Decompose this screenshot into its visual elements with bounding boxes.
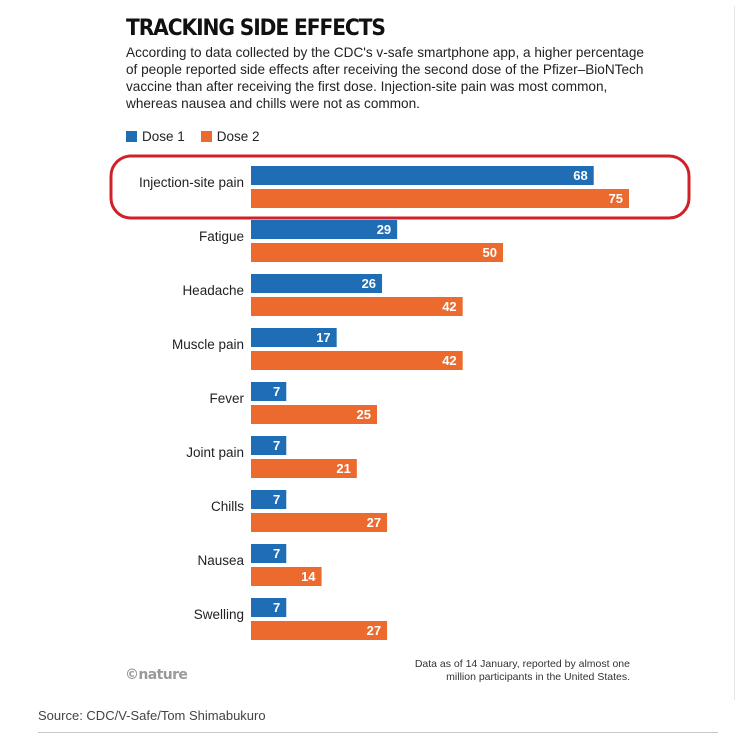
value-label-injection-site-pain-dose-1: 68 — [573, 168, 587, 183]
bar-muscle-pain-dose-2 — [251, 351, 463, 370]
bar-headache-dose-1 — [251, 274, 383, 293]
category-label-swelling: Swelling — [194, 607, 244, 622]
category-label-fatigue: Fatigue — [199, 229, 244, 244]
legend: Dose 1 Dose 2 — [126, 129, 260, 144]
legend-item-dose-1: Dose 1 — [126, 129, 185, 144]
bar-muscle-pain-dose-1 — [251, 328, 337, 347]
value-label-swelling-dose-1: 7 — [273, 600, 280, 615]
category-label-fever: Fever — [209, 391, 244, 406]
legend-swatch-dose-2 — [200, 131, 212, 142]
bar-fatigue-dose-2 — [251, 243, 503, 262]
bar-chills-dose-2 — [251, 513, 388, 532]
value-label-chills-dose-1: 7 — [273, 492, 280, 507]
value-label-nausea-dose-1: 7 — [273, 546, 280, 561]
chart-title: TRACKING SIDE EFFECTS — [126, 16, 386, 41]
legend-label-dose-2: Dose 2 — [216, 129, 260, 144]
category-label-muscle-pain: Muscle pain — [172, 337, 244, 352]
legend-item-dose-2: Dose 2 — [200, 129, 260, 144]
chart-subtitle: According to data collected by the CDC's… — [126, 45, 644, 111]
value-label-fatigue-dose-2: 50 — [483, 245, 497, 260]
category-label-headache: Headache — [182, 283, 244, 298]
value-label-joint-pain-dose-2: 21 — [336, 461, 350, 476]
bar-joint-pain-dose-1 — [251, 436, 287, 455]
bar-swelling-dose-1 — [251, 598, 287, 617]
value-label-nausea-dose-2: 14 — [301, 569, 316, 584]
bar-nausea-dose-2 — [251, 567, 322, 586]
value-label-fatigue-dose-1: 29 — [377, 222, 391, 237]
bar-fever-dose-2 — [251, 405, 377, 424]
value-label-muscle-pain-dose-1: 17 — [316, 330, 330, 345]
nature-logo: ©nature — [125, 667, 188, 683]
bar-fever-dose-1 — [251, 382, 287, 401]
bar-nausea-dose-1 — [251, 544, 287, 563]
category-label-chills: Chills — [211, 499, 244, 514]
value-label-fever-dose-1: 7 — [273, 384, 280, 399]
bar-headache-dose-2 — [251, 297, 463, 316]
highlight-outline — [109, 154, 691, 220]
value-label-injection-site-pain-dose-2: 75 — [609, 191, 623, 206]
value-label-muscle-pain-dose-2: 42 — [442, 353, 456, 368]
bar-swelling-dose-2 — [251, 621, 388, 640]
bottom-divider — [38, 732, 718, 733]
category-label-injection-site-pain: Injection-site pain — [139, 175, 244, 190]
bar-injection-site-pain-dose-2 — [251, 189, 629, 208]
category-label-nausea: Nausea — [197, 553, 244, 568]
chart-frame — [12, 6, 735, 700]
value-label-swelling-dose-2: 27 — [367, 623, 381, 638]
value-label-chills-dose-2: 27 — [367, 515, 381, 530]
value-label-joint-pain-dose-1: 7 — [273, 438, 280, 453]
category-label-joint-pain: Joint pain — [186, 445, 244, 460]
legend-swatch-dose-1 — [126, 131, 137, 142]
data-note: Data as of 14 January, reported by almos… — [414, 658, 630, 683]
source-caption: Source: CDC/V-Safe/Tom Shimabukuro — [38, 708, 266, 723]
bar-joint-pain-dose-2 — [251, 459, 357, 478]
bar-injection-site-pain-dose-1 — [251, 166, 594, 185]
value-label-headache-dose-2: 42 — [442, 299, 456, 314]
bar-fatigue-dose-1 — [251, 220, 398, 239]
value-label-headache-dose-1: 26 — [362, 276, 376, 291]
bar-chills-dose-1 — [251, 490, 287, 509]
value-label-fever-dose-2: 25 — [357, 407, 371, 422]
legend-label-dose-1: Dose 1 — [142, 129, 185, 144]
